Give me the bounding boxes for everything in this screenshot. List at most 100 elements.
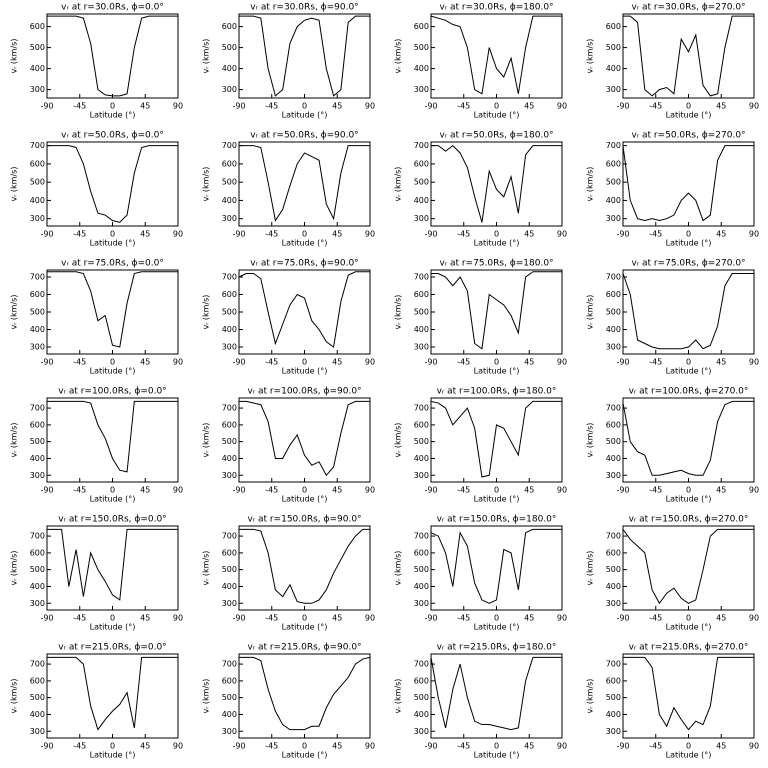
x-tick-label: -45	[265, 486, 278, 495]
x-tick-label: -90	[616, 742, 629, 751]
y-tick-label: 500	[606, 565, 621, 574]
x-tick-label: 0	[686, 230, 691, 239]
plot-frame	[238, 13, 371, 99]
y-axis-label: vᵣ (km/s)	[394, 551, 403, 586]
data-line	[47, 656, 178, 731]
x-tick-label: 0	[686, 614, 691, 623]
y-axis-label: vᵣ (km/s)	[394, 295, 403, 330]
x-tick-label: 90	[749, 230, 759, 239]
x-tick-label: 0	[686, 486, 691, 495]
chart-title: vᵣ at r=50.0Rs, ϕ=180.0°	[439, 131, 553, 141]
y-tick-label: 400	[414, 196, 429, 205]
data-line	[430, 400, 562, 478]
y-tick-label: 400	[606, 454, 621, 463]
y-tick-label: 300	[30, 85, 45, 94]
x-tick-label: 90	[749, 358, 759, 367]
x-tick-label: -90	[40, 614, 53, 623]
y-axis-label: vᵣ (km/s)	[202, 167, 211, 202]
y-tick-label: 500	[606, 437, 621, 446]
y-tick-label: 700	[414, 532, 429, 541]
y-tick-label: 500	[606, 178, 621, 187]
x-tick-label: -45	[649, 486, 662, 495]
x-tick-label: -90	[232, 102, 245, 111]
x-tick-label: -90	[40, 486, 53, 495]
x-axis-label: Latitude (°)	[474, 751, 520, 760]
chart-title: vᵣ at r=75.0Rs, ϕ=90.0°	[250, 259, 358, 269]
y-tick-label: 700	[606, 273, 621, 282]
chart-title: vᵣ at r=75.0Rs, ϕ=0.0°	[61, 259, 164, 269]
y-tick-label: 600	[606, 159, 621, 168]
y-tick-label: 500	[606, 693, 621, 702]
y-tick-label: 400	[30, 454, 45, 463]
y-tick-label: 300	[606, 727, 621, 736]
y-axis-label: vᵣ (km/s)	[202, 423, 211, 458]
chart-title: vᵣ at r=215.0Rs, ϕ=180.0°	[437, 643, 557, 653]
y-tick-label: 400	[222, 64, 237, 73]
chart-title: vᵣ at r=150.0Rs, ϕ=180.0°	[437, 515, 557, 525]
y-tick-label: 300	[414, 471, 429, 480]
y-tick-label: 400	[414, 325, 429, 334]
y-tick-label: 300	[414, 214, 429, 223]
x-tick-label: -45	[649, 102, 662, 111]
y-axis-label: vᵣ (km/s)	[10, 423, 19, 458]
x-tick-label: 0	[302, 358, 307, 367]
y-tick-label: 400	[30, 196, 45, 205]
x-axis-label: Latitude (°)	[474, 367, 520, 376]
y-tick-label: 600	[414, 290, 429, 299]
y-tick-label: 500	[222, 308, 237, 317]
y-tick-label: 500	[30, 437, 45, 446]
plot-frame	[46, 13, 179, 99]
x-tick-label: 45	[524, 230, 534, 239]
x-tick-label: 0	[110, 486, 115, 495]
y-tick-label: 600	[606, 22, 621, 31]
x-tick-label: -90	[40, 102, 53, 111]
data-line	[239, 656, 371, 731]
chart-title: vᵣ at r=50.0Rs, ϕ=90.0°	[250, 131, 358, 141]
y-tick-label: 700	[606, 532, 621, 541]
x-tick-label: 0	[494, 230, 499, 239]
x-tick-label: 0	[302, 486, 307, 495]
x-tick-label: 45	[716, 486, 726, 495]
y-tick-label: 500	[414, 308, 429, 317]
y-tick-label: 500	[606, 308, 621, 317]
x-axis-label: Latitude (°)	[282, 751, 328, 760]
x-tick-label: 0	[494, 358, 499, 367]
x-tick-label: 45	[140, 230, 150, 239]
x-tick-label: -45	[73, 230, 86, 239]
x-tick-label: -45	[649, 230, 662, 239]
x-tick-label: 45	[716, 102, 726, 111]
x-tick-label: 90	[173, 358, 183, 367]
y-tick-label: 500	[30, 308, 45, 317]
x-tick-label: 0	[494, 486, 499, 495]
x-tick-label: 0	[302, 230, 307, 239]
data-line	[623, 15, 754, 97]
x-tick-label: 90	[365, 614, 375, 623]
x-tick-label: 45	[140, 102, 150, 111]
y-tick-label: 400	[606, 196, 621, 205]
y-tick-label: 400	[30, 582, 45, 591]
y-tick-label: 600	[414, 420, 429, 429]
y-axis-label: vᵣ (km/s)	[394, 39, 403, 74]
x-tick-label: -90	[232, 742, 245, 751]
x-tick-label: 90	[365, 230, 375, 239]
x-tick-label: 45	[332, 358, 342, 367]
x-tick-label: 45	[524, 358, 534, 367]
x-axis-label: Latitude (°)	[666, 111, 712, 120]
y-axis-label: vᵣ (km/s)	[394, 423, 403, 458]
x-tick-label: 90	[749, 742, 759, 751]
x-tick-label: 45	[716, 742, 726, 751]
plot-frame	[622, 653, 755, 739]
x-tick-label: 0	[494, 102, 499, 111]
y-tick-label: 600	[606, 420, 621, 429]
y-tick-label: 700	[414, 404, 429, 413]
x-tick-label: 0	[110, 102, 115, 111]
y-tick-label: 500	[30, 43, 45, 52]
plot-frame	[46, 141, 179, 227]
y-tick-label: 400	[606, 710, 621, 719]
plot-frame	[622, 269, 755, 355]
y-tick-label: 300	[30, 343, 45, 352]
y-tick-label: 400	[414, 710, 429, 719]
y-axis-label: vᵣ (km/s)	[10, 167, 19, 202]
x-tick-label: 90	[173, 230, 183, 239]
x-tick-label: 90	[557, 614, 567, 623]
